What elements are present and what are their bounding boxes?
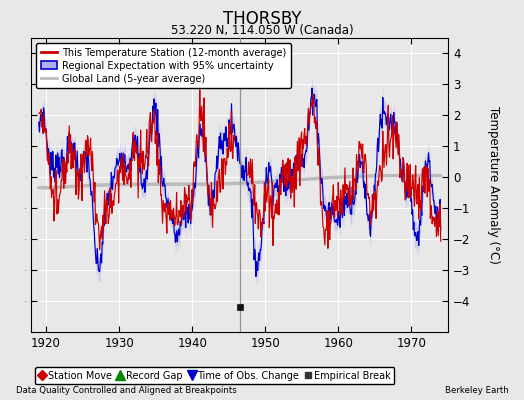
Text: Berkeley Earth: Berkeley Earth	[444, 386, 508, 395]
Text: Data Quality Controlled and Aligned at Breakpoints: Data Quality Controlled and Aligned at B…	[16, 386, 236, 395]
Y-axis label: Temperature Anomaly (°C): Temperature Anomaly (°C)	[487, 106, 500, 264]
Text: THORSBY: THORSBY	[223, 10, 301, 28]
Text: 53.220 N, 114.050 W (Canada): 53.220 N, 114.050 W (Canada)	[171, 24, 353, 37]
Legend: Station Move, Record Gap, Time of Obs. Change, Empirical Break: Station Move, Record Gap, Time of Obs. C…	[35, 367, 395, 384]
